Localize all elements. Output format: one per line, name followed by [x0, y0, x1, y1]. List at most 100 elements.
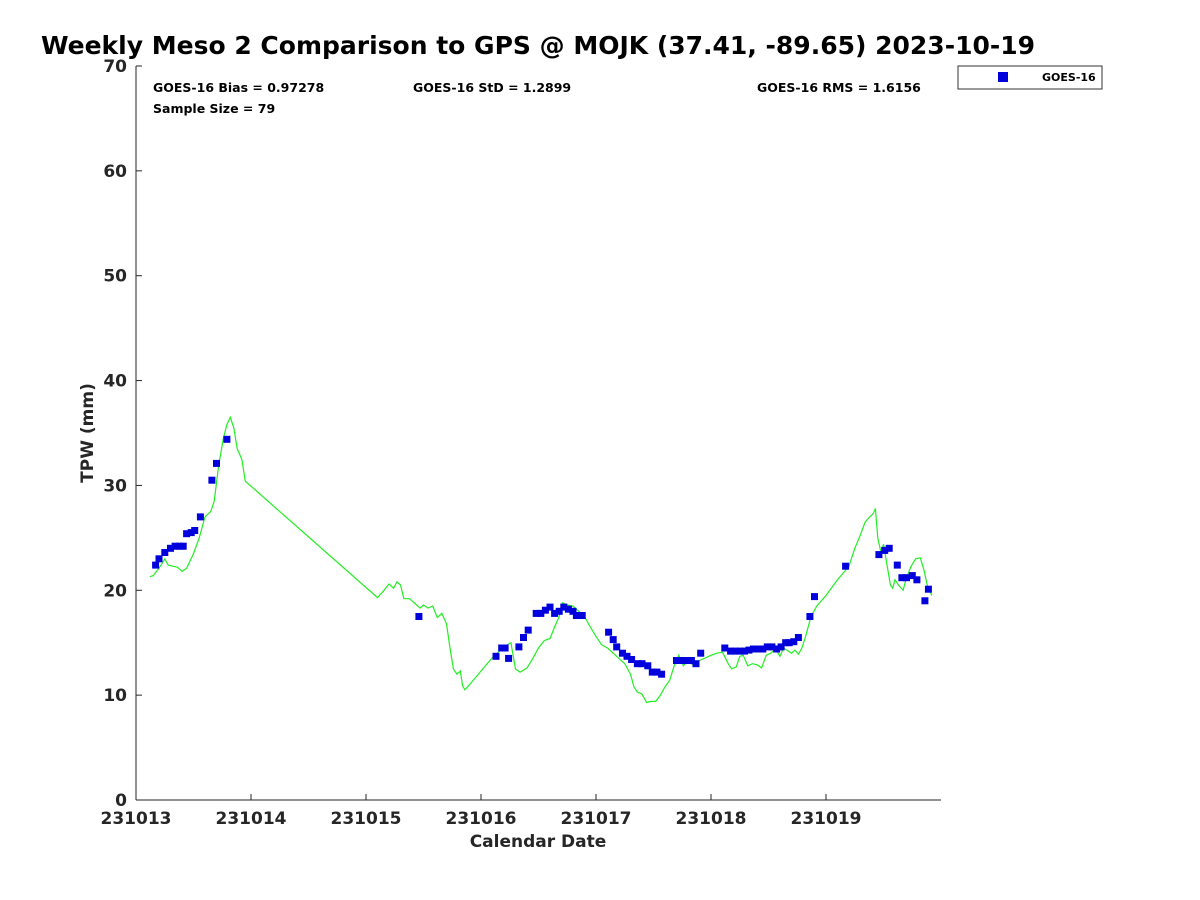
- goes-16-point: [736, 647, 744, 655]
- legend-marker-goes-16: [998, 72, 1008, 82]
- goes-16-point: [806, 613, 814, 620]
- goes-16-point: [520, 634, 527, 641]
- goes-16-point: [740, 647, 748, 655]
- goes-16-point: [546, 603, 554, 611]
- x-tick-label: 231018: [676, 809, 747, 829]
- x-tick-label: 231014: [216, 809, 287, 829]
- goes-16-point: [569, 607, 577, 615]
- goes-16-point: [727, 647, 735, 655]
- goes-16-point: [613, 643, 621, 651]
- goes-16-point: [881, 546, 889, 554]
- goes-16-point: [773, 645, 781, 653]
- goes-16-point: [687, 657, 695, 664]
- sample-size-stat: Sample Size = 79: [153, 101, 275, 116]
- goes-16-point: [213, 459, 220, 467]
- goes-16-point: [501, 644, 509, 652]
- y-tick-label: 40: [103, 372, 127, 392]
- y-tick-label: 30: [103, 476, 127, 496]
- x-tick-label: 231016: [446, 809, 517, 829]
- x-tick-label: 231015: [331, 809, 402, 829]
- goes-16-point: [492, 652, 500, 660]
- goes-16-point: [623, 652, 631, 660]
- goes-16-point: [731, 647, 739, 655]
- goes-16-point: [682, 657, 690, 664]
- goes-16-point: [152, 561, 160, 569]
- legend-box: [957, 65, 1103, 90]
- goes-16-point: [768, 643, 776, 651]
- goes-16-point: [196, 513, 204, 521]
- goes-16-point: [541, 606, 549, 614]
- goes-16-point: [605, 628, 613, 636]
- goes-16-point: [754, 645, 762, 653]
- goes-16-point: [885, 544, 893, 552]
- y-tick-label: 70: [103, 57, 127, 77]
- goes-16-point: [790, 638, 798, 646]
- goes-16-point: [644, 662, 652, 670]
- gps-series: [149, 415, 933, 704]
- x-axis-label: Calendar Date: [470, 832, 607, 852]
- rms-stat: GOES-16 RMS = 1.6156: [757, 80, 921, 95]
- goes-16-point: [524, 626, 532, 634]
- goes-16-point: [750, 645, 757, 653]
- goes-16-point: [171, 542, 179, 550]
- goes-16-point: [578, 612, 586, 619]
- goes-16-point: [505, 654, 513, 662]
- goes-16-point: [628, 656, 636, 663]
- goes-16-point: [155, 555, 163, 563]
- goes-16-point: [785, 639, 793, 647]
- goes-16-point: [161, 549, 169, 556]
- legend-label-goes-16: GOES-16: [1042, 71, 1096, 84]
- goes-16-point: [677, 657, 685, 664]
- y-tick-label: 10: [103, 686, 127, 706]
- x-tick-label: 231017: [561, 809, 632, 829]
- goes-16-point: [903, 574, 910, 582]
- goes-16-point: [913, 576, 921, 584]
- goes-16-point: [609, 636, 617, 644]
- chart-title: Weekly Meso 2 Comparison to GPS @ MOJK (…: [41, 31, 1035, 60]
- goes-16-point: [653, 668, 661, 676]
- goes-16-point: [924, 585, 932, 593]
- y-axis-label: TPW (mm): [78, 383, 98, 483]
- goes-16-point: [223, 435, 231, 443]
- legend: GOES-16: [957, 65, 1103, 90]
- goes-16-point: [673, 657, 680, 664]
- goes-16-point: [842, 562, 850, 570]
- plot-area: [135, 66, 941, 801]
- goes-16-point: [551, 609, 559, 617]
- y-ticks: 0 10 20 30 40 50 60 70: [103, 57, 142, 811]
- goes-16-point: [183, 530, 191, 538]
- goes-16-point: [921, 597, 929, 605]
- goes-16-point: [633, 660, 641, 668]
- goes-16-point: [537, 609, 545, 617]
- goes-16-point: [515, 643, 523, 651]
- goes-16-point: [560, 603, 568, 611]
- goes-16-point: [875, 551, 883, 559]
- y-tick-label: 20: [103, 581, 127, 601]
- goes-16-point: [638, 660, 646, 668]
- goes-16-point: [745, 646, 753, 654]
- x-tick-label: 231019: [791, 809, 862, 829]
- goes-16-point: [532, 609, 540, 617]
- goes-16-point: [794, 634, 802, 641]
- goes-16-point: [763, 643, 771, 651]
- goes-16-point: [811, 593, 818, 601]
- y-tick-label: 0: [115, 791, 127, 811]
- goes-16-point: [572, 612, 580, 619]
- goes-16-point: [555, 607, 563, 615]
- x-ticks: 231013 231014 231015 231016 231017 231018 2310…: [101, 794, 862, 829]
- goes-16-point: [658, 670, 666, 678]
- goes-16-point: [777, 643, 785, 651]
- goes-16-point: [697, 649, 705, 657]
- x-tick-label: 231013: [101, 809, 172, 829]
- goes-16-point: [898, 574, 906, 582]
- goes-16-point: [167, 544, 174, 552]
- goes-16-point: [908, 572, 916, 580]
- goes-16-point: [179, 542, 187, 550]
- goes-16-point: [208, 476, 216, 484]
- y-tick-label: 50: [103, 267, 127, 287]
- goes-16-point: [619, 649, 626, 657]
- goes-16-point: [692, 660, 700, 668]
- gps-line: [149, 415, 933, 704]
- goes-16-point: [191, 527, 199, 534]
